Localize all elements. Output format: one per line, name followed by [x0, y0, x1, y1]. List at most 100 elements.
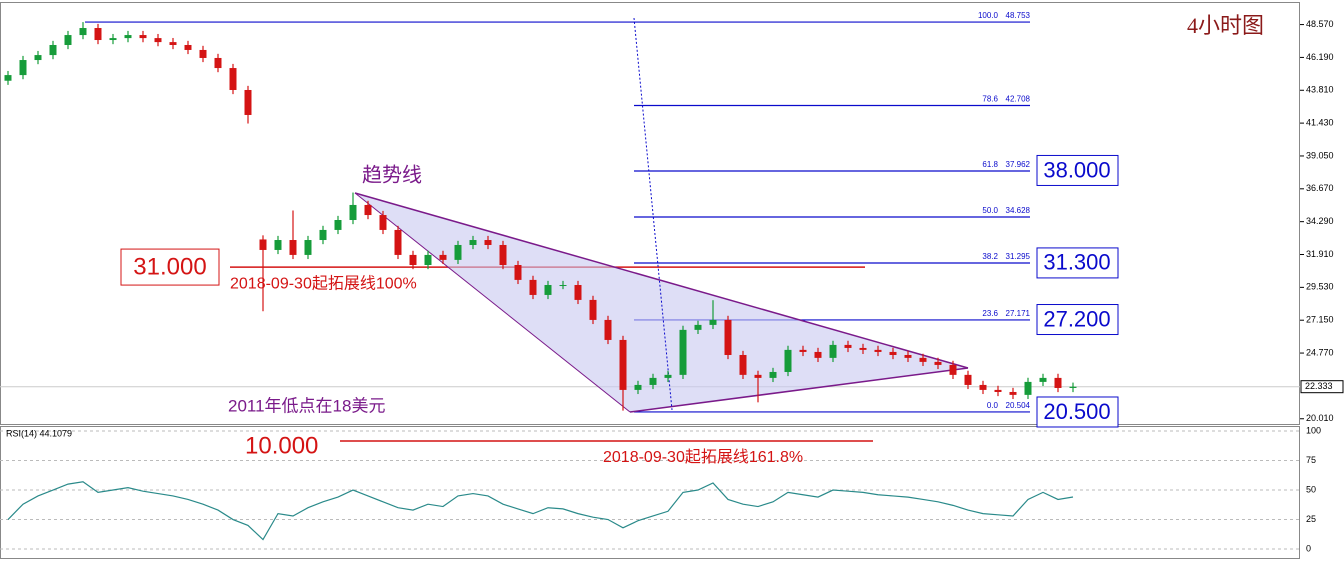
target-box — [1036, 154, 1119, 186]
candle-body — [139, 35, 147, 39]
candle-body — [229, 68, 237, 90]
trend-line — [354, 192, 969, 369]
y-tick-label: 24.770 — [1306, 347, 1334, 357]
fib-price: 37.962 — [1006, 160, 1031, 169]
target-label: 31.300 — [1043, 250, 1110, 275]
candle-body — [934, 361, 942, 365]
candle-body — [1054, 377, 1062, 388]
candle-body — [379, 215, 387, 230]
candle-body — [124, 35, 132, 39]
candle-body — [214, 57, 222, 69]
current-price: 22.333 — [1305, 381, 1333, 391]
fib-anchor — [633, 17, 673, 411]
candle-body — [484, 240, 492, 245]
note: 2011年低点在18美元 — [228, 396, 385, 415]
candle-body — [799, 349, 807, 352]
rsi-title: RSI(14) 44.1079 — [6, 428, 72, 438]
candle-body — [724, 319, 732, 355]
candle-body — [664, 374, 672, 378]
candle-body — [949, 364, 957, 375]
candle-body — [619, 339, 627, 390]
projection-label: 10.000 — [245, 432, 318, 459]
y-tick-label: 29.530 — [1306, 282, 1334, 292]
fib-price: 34.628 — [1006, 206, 1031, 215]
candle-body — [694, 324, 702, 330]
fib-level: 23.6 — [982, 309, 998, 318]
candle-body — [244, 89, 252, 115]
fib-price: 27.171 — [1006, 309, 1031, 318]
level-box — [120, 248, 220, 286]
y-tick-label: 25 — [1306, 514, 1316, 524]
target-box — [1036, 247, 1119, 279]
rsi-panel — [0, 426, 1300, 559]
y-tick-label: 31.910 — [1306, 249, 1334, 259]
candle-body — [529, 279, 537, 295]
candle-body — [154, 38, 162, 43]
target-label: 20.500 — [1043, 399, 1110, 424]
candle-body — [169, 42, 177, 45]
candle-body — [769, 371, 777, 378]
fib-level: 100.0 — [978, 11, 999, 20]
fib-price: 31.295 — [1006, 252, 1031, 261]
fib-level: 61.8 — [982, 160, 998, 169]
fib-level: 50.0 — [982, 206, 998, 215]
candle-body — [49, 44, 57, 56]
candle-body — [439, 254, 447, 260]
candle-body — [889, 351, 897, 355]
target-box — [1036, 304, 1119, 336]
candle-body — [739, 354, 747, 375]
candle-body — [259, 239, 267, 250]
candle-body — [1024, 381, 1032, 395]
fib-price: 42.708 — [1006, 95, 1031, 104]
y-tick-label: 75 — [1306, 455, 1316, 465]
candle-body — [64, 35, 72, 45]
candle-body — [994, 389, 1002, 392]
fib-level: 78.6 — [982, 95, 998, 104]
candle-body — [19, 60, 27, 76]
candle-body — [784, 349, 792, 372]
target-label: 27.200 — [1043, 306, 1110, 331]
candle-body — [904, 354, 912, 358]
y-tick-label: 100 — [1306, 425, 1321, 435]
candle-body — [874, 349, 882, 352]
candle-body — [334, 220, 342, 230]
candle-body — [814, 351, 822, 358]
candle-body — [79, 28, 87, 36]
candle-body — [34, 55, 42, 61]
candle-body — [319, 229, 327, 241]
chart-title: 4小时图 — [1187, 13, 1264, 38]
target-label: 38.000 — [1043, 157, 1110, 182]
candle-body — [304, 240, 312, 255]
fib-price: 48.753 — [1006, 11, 1031, 20]
candle-body — [574, 285, 582, 300]
y-tick-label: 0 — [1306, 543, 1311, 553]
projection-text: 2018-09-30起拓展线161.8% — [603, 448, 803, 466]
candle-body — [94, 28, 102, 41]
trend-line — [354, 192, 631, 413]
candle-body — [1039, 377, 1047, 382]
candle-body — [274, 240, 282, 250]
candle-body — [364, 204, 372, 216]
candle-body — [424, 254, 432, 265]
trendline-label: 趋势线 — [362, 163, 422, 186]
candle-body — [589, 299, 597, 320]
candle-body — [634, 384, 642, 390]
y-tick-label: 36.670 — [1306, 183, 1334, 193]
candle-body — [859, 347, 867, 350]
candle-body — [184, 44, 192, 50]
y-tick-label: 43.810 — [1306, 85, 1334, 95]
candle-body — [289, 240, 297, 255]
level-label: 31.000 — [133, 253, 206, 280]
y-tick-label: 46.190 — [1306, 52, 1334, 62]
candle-body — [109, 38, 117, 41]
candle-body — [514, 264, 522, 280]
candle-body — [829, 344, 837, 358]
candle-body — [919, 357, 927, 362]
target-box — [1036, 396, 1119, 428]
y-tick-label: 34.290 — [1306, 216, 1334, 226]
trend-line — [629, 367, 969, 413]
y-tick-label: 20.010 — [1306, 413, 1334, 423]
candle-body — [709, 319, 717, 325]
candle-body — [649, 377, 657, 385]
